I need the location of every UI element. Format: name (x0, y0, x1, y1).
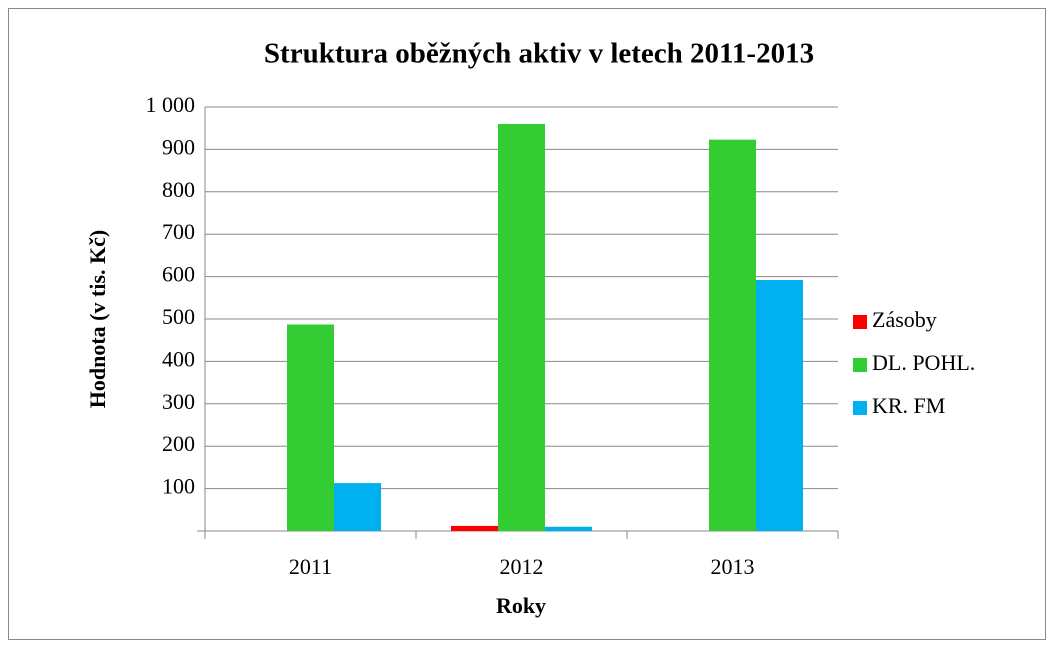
legend-swatch (853, 358, 867, 372)
y-tick-label: 900 (162, 134, 195, 159)
bar (451, 525, 498, 531)
bar (498, 123, 545, 532)
y-tick-label: 800 (162, 177, 195, 202)
legend-swatch (853, 401, 867, 415)
x-tick-label: 2012 (500, 554, 544, 579)
legend-label: DL. POHL. (872, 350, 975, 375)
y-axis-label: Hodnota (v tis. Kč) (85, 230, 110, 408)
y-tick-label: 600 (162, 262, 195, 287)
legend-label: KR. FM (872, 393, 945, 418)
bar (545, 526, 592, 531)
bar (287, 324, 334, 531)
legend-label: Zásoby (872, 307, 937, 332)
bar (709, 139, 756, 531)
x-tick-label: 2011 (289, 554, 332, 579)
y-tick-label: 700 (162, 219, 195, 244)
chart-title: Struktura oběžných aktiv v letech 2011-2… (264, 38, 814, 70)
y-tick-label: 200 (162, 431, 195, 456)
y-tick-label: 300 (162, 389, 195, 414)
y-tick-label: 100 (162, 474, 195, 499)
bar (334, 483, 381, 531)
y-tick-label: 400 (162, 346, 195, 371)
bar (756, 279, 803, 531)
legend-swatch (853, 315, 867, 329)
y-tick-label: 500 (162, 304, 195, 329)
x-axis-label: Roky (496, 593, 546, 618)
y-tick-label: 1 000 (146, 92, 196, 117)
x-tick-label: 2013 (711, 554, 755, 579)
